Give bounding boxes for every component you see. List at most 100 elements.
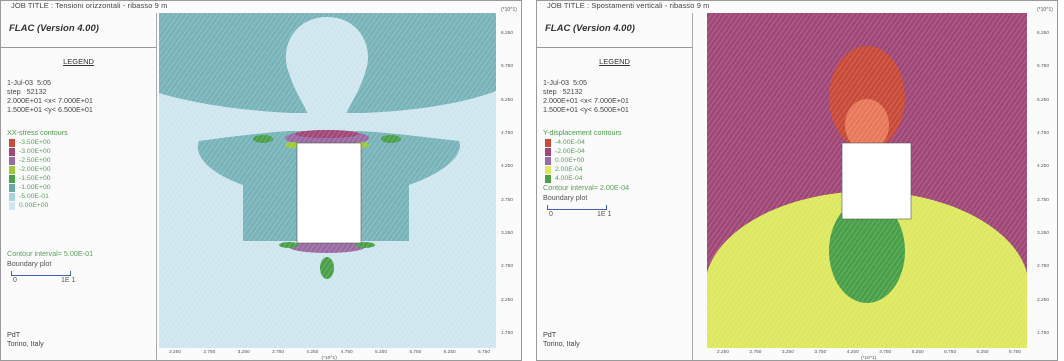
y-tick-label: 5.750	[501, 64, 514, 70]
contour-color-swatch	[545, 148, 551, 156]
scale-left-label: 0	[549, 211, 553, 218]
run-date: 1-Jul-03 5:05	[543, 78, 587, 87]
x-tick-label: 2.250	[169, 350, 182, 355]
x-tick-label: 4.250	[306, 350, 319, 355]
contour-interval: Contour interval= 2.00E-04	[543, 183, 630, 192]
excavation-boundary	[841, 142, 912, 220]
y-tick-label: 4.750	[1037, 131, 1050, 136]
y-scale-note: (*10^1)	[1037, 7, 1053, 13]
legend-title: LEGEND	[63, 57, 94, 66]
divider	[1, 47, 156, 48]
contour-title: Y-displacement contours	[543, 128, 622, 137]
contour-level-label: 0.00E+00	[555, 157, 585, 164]
legend-sidebar: FLAC (Version 4.00) LEGEND 1-Jul-03 5:05…	[537, 13, 693, 360]
displacement-contour-panel: JOB TITLE : Spostamenti verticali - riba…	[536, 0, 1058, 361]
x-tick-label: 4.750	[879, 350, 892, 355]
contour-level-label: -2.50E+00	[19, 157, 51, 164]
scale-right-label: 1E 1	[597, 211, 612, 218]
x-scale-note: (*10^1)	[861, 356, 877, 361]
y-tick-label: 4.750	[501, 131, 514, 136]
y-tick-label: 3.250	[501, 231, 514, 236]
contour-color-swatch	[545, 157, 551, 165]
y-tick-label: 5.250	[501, 97, 514, 103]
y-tick-label: 2.250	[501, 297, 514, 303]
x-tick-label: 6.250	[443, 350, 456, 355]
boundary-plot-label: Boundary plot	[7, 259, 52, 268]
contour-plot	[707, 13, 1027, 348]
contour-color-swatch	[9, 148, 15, 156]
legend-sidebar: FLAC (Version 4.00) LEGEND 1-Jul-03 5:05…	[1, 13, 157, 360]
contour-level-label: 2.00E-04	[555, 166, 583, 173]
contour-plot	[159, 13, 496, 348]
y-range: 1.500E+01 <y< 6.500E+01	[543, 105, 629, 114]
x-tick-label: 2.750	[749, 350, 762, 355]
stress-contour-graphic	[159, 13, 496, 348]
scale-right-label: 1E 1	[61, 277, 76, 284]
contour-level-label: -1.00E+00	[19, 184, 51, 191]
run-step: step 52132	[7, 87, 47, 96]
x-tick-label: 3.250	[781, 350, 794, 355]
contour-level-label: 0.00E+00	[19, 202, 49, 209]
y-tick-label: 2.750	[1037, 264, 1050, 270]
footer-location: Torino, Italy	[543, 339, 580, 348]
x-tick-label: 6.750	[478, 350, 491, 355]
stress-contour-panel: JOB TITLE : Tensioni orizzontali - ribas…	[0, 0, 522, 361]
x-tick-label: 3.250	[237, 350, 250, 355]
boundary-plot-label: Boundary plot	[543, 193, 588, 202]
program-name: FLAC (Version 4.00)	[9, 23, 99, 34]
displacement-contour-graphic	[707, 13, 1027, 348]
contour-color-swatch	[9, 202, 15, 210]
x-tick-label: 5.250	[911, 350, 924, 355]
scale-bar	[547, 205, 607, 210]
x-range: 2.000E+01 <x< 7.000E+01	[543, 96, 629, 105]
y-scale-note: (*10^1)	[501, 7, 517, 13]
x-tick-label: 4.250	[846, 350, 859, 355]
contour-level-label: 4.00E-04	[555, 175, 583, 182]
y-tick-label: 3.750	[501, 197, 514, 203]
contour-level-label: -1.50E+00	[19, 175, 51, 182]
contour-color-swatch	[9, 157, 15, 165]
y-tick-label: 3.250	[1037, 231, 1050, 236]
contour-color-swatch	[9, 184, 15, 192]
y-tick-label: 6.250	[1037, 31, 1050, 36]
x-tick-label: 3.750	[272, 350, 285, 355]
contour-level-label: -3.50E+00	[19, 139, 51, 146]
x-tick-label: 6.750	[1009, 350, 1022, 355]
x-tick-label: 5.250	[375, 350, 388, 355]
footer-author: PdT	[543, 330, 557, 339]
x-scale-note: (*10^1)	[321, 356, 337, 361]
legend-title: LEGEND	[599, 57, 630, 66]
contour-level-label: -2.00E-04	[555, 148, 585, 155]
contour-interval: Contour interval= 5.00E-01	[7, 249, 94, 258]
run-step: step 52132	[543, 87, 583, 96]
y-tick-label: 2.250	[1037, 297, 1050, 303]
y-tick-label: 5.250	[1037, 97, 1050, 103]
contour-color-swatch	[545, 175, 551, 183]
program-name: FLAC (Version 4.00)	[545, 23, 635, 34]
x-tick-label: 5.750	[409, 350, 422, 355]
y-tick-label: 5.750	[1037, 64, 1050, 70]
x-tick-label: 2.750	[203, 350, 216, 355]
x-range: 2.000E+01 <x< 7.000E+01	[7, 96, 93, 105]
y-tick-label: 1.750	[1037, 331, 1050, 336]
y-tick-label: 4.250	[1037, 164, 1050, 170]
y-tick-label: 2.750	[501, 264, 514, 270]
y-tick-label: 1.750	[501, 331, 514, 336]
contour-level-label: -4.00E-04	[555, 139, 585, 146]
contour-color-swatch	[9, 166, 15, 174]
contour-level-label: -2.00E+00	[19, 166, 51, 173]
contour-color-swatch	[9, 175, 15, 183]
y-tick-label: 4.250	[501, 164, 514, 170]
run-date: 1-Jul-03 5:05	[7, 78, 51, 87]
divider	[537, 47, 692, 48]
footer: PdT Torino, Italy	[7, 330, 44, 348]
scale-bar	[11, 271, 71, 276]
scale-left-label: 0	[13, 277, 17, 284]
y-range: 1.500E+01 <y< 6.500E+01	[7, 105, 93, 114]
footer-location: Torino, Italy	[7, 339, 44, 348]
x-tick-label: 5.750	[944, 350, 957, 355]
job-title: JOB TITLE : Spostamenti verticali - riba…	[547, 1, 710, 10]
job-title: JOB TITLE : Tensioni orizzontali - ribas…	[11, 1, 168, 10]
contour-level-label: -3.00E+00	[19, 148, 51, 155]
contour-title: XX-stress contours	[7, 128, 68, 137]
